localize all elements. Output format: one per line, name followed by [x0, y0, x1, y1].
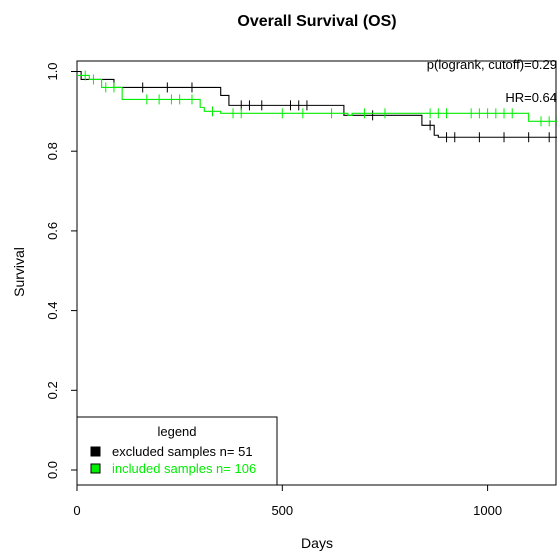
legend-label-excluded: excluded samples n= 51	[112, 444, 253, 459]
chart-title: Overall Survival (OS)	[237, 13, 396, 30]
survival-curve-excluded-samples	[77, 70, 557, 138]
legend-title: legend	[157, 424, 196, 439]
y-tick-label: 0.6	[45, 222, 60, 240]
series-included-samples	[77, 70, 557, 127]
legend: legend excluded samples n= 51 included s…	[76, 416, 278, 486]
logrank-annotation: p(logrank, cutoff)=0.29	[427, 57, 557, 72]
x-axis-label: Days	[301, 535, 333, 551]
series-layer	[77, 70, 557, 143]
axes: 05001000150020000.00.20.40.60.81.0	[45, 60, 557, 518]
y-axis-label: Survival	[11, 247, 27, 297]
legend-label-included: included samples n= 106	[112, 461, 256, 476]
y-tick-label: 0.8	[45, 142, 60, 160]
legend-swatch-excluded	[90, 446, 101, 457]
x-tick-label: 500	[271, 503, 293, 518]
y-tick-label: 0.0	[45, 461, 60, 479]
x-tick-label: 0	[73, 503, 80, 518]
legend-swatch-included	[90, 463, 101, 474]
y-tick-label: 0.2	[45, 381, 60, 399]
hr-annotation: HR=0.64	[505, 90, 557, 105]
survival-curve-included-samples	[77, 74, 557, 122]
series-excluded-samples	[77, 70, 557, 143]
plot-frame	[76, 60, 557, 486]
y-tick-label: 1.0	[45, 62, 60, 80]
y-tick-label: 0.4	[45, 302, 60, 320]
legend-box	[76, 416, 278, 486]
x-tick-label: 1000	[473, 503, 502, 518]
